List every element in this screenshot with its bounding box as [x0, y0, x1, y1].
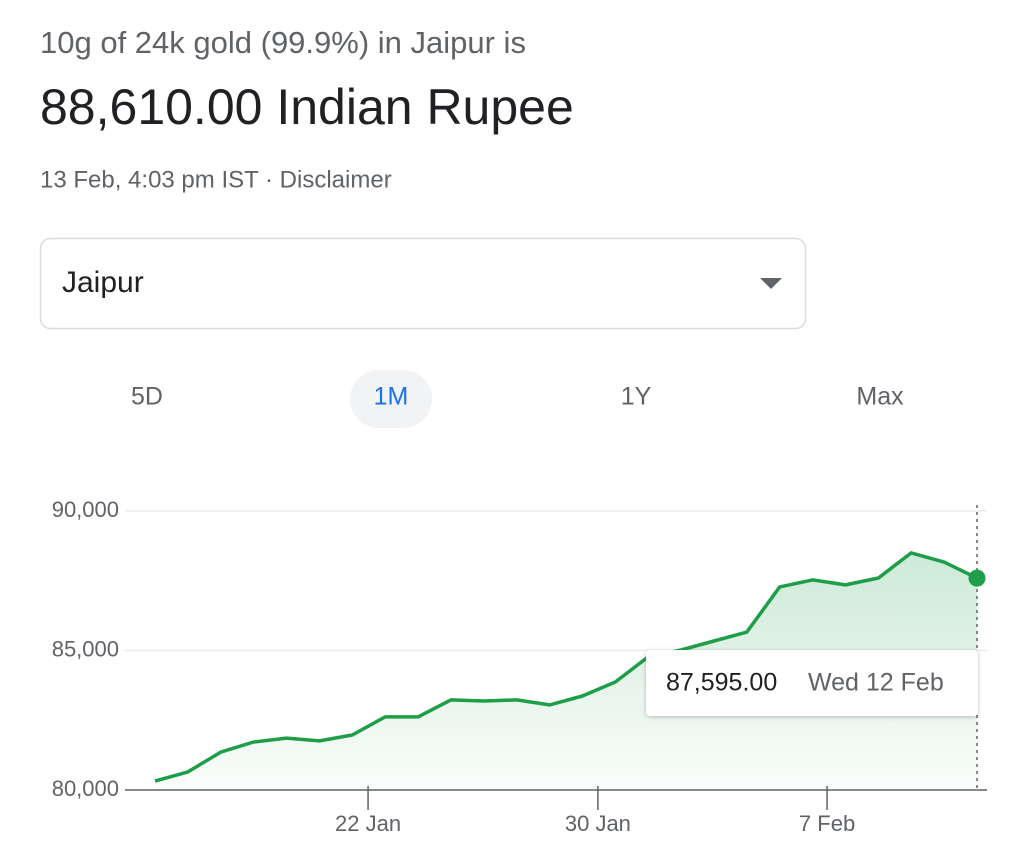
header-title: 10g of 24k gold (99.9%) in Jaipur is: [40, 25, 526, 60]
dropdown-value[interactable]: Jaipur: [62, 266, 144, 299]
range-tabs: 5D 1M 1Y Max: [131, 370, 904, 428]
hover-point: [968, 569, 986, 587]
x-tick-label: 30 Jan: [565, 811, 631, 836]
y-tick-label: 80,000: [52, 776, 119, 801]
timestamp: 13 Feb, 4:03 pm IST · Disclaimer: [40, 166, 392, 193]
dropdown-arrow[interactable]: [760, 278, 782, 289]
price-line: [154, 551, 978, 783]
tooltip-box: [646, 650, 978, 716]
tooltip: 87,595.00 Wed 12 Feb: [646, 650, 978, 716]
chart: 80,000 85,000 90,000 22 Jan 30 Jan 7 Feb 87,59…: [52, 497, 987, 836]
x-tick-label: 22 Jan: [335, 811, 401, 836]
tab[interactable]: 1Y: [621, 383, 652, 411]
y-tick-label: 90,000: [52, 497, 119, 522]
tooltip-value: 87,595.00: [666, 669, 777, 697]
location-dropdown[interactable]: Jaipur: [39, 237, 807, 330]
x-tick-label: 7 Feb: [799, 811, 855, 836]
tab-active[interactable]: 1M: [374, 383, 409, 411]
tab[interactable]: 5D: [131, 383, 163, 411]
price: 88,610.00 Indian Rupee: [40, 79, 574, 135]
y-tick-label: 85,000: [52, 636, 119, 661]
active-tab-bg: [350, 370, 432, 428]
dropdown-box[interactable]: [39, 237, 807, 330]
tooltip-date: Wed 12 Feb: [808, 669, 944, 697]
tab[interactable]: Max: [856, 383, 904, 411]
